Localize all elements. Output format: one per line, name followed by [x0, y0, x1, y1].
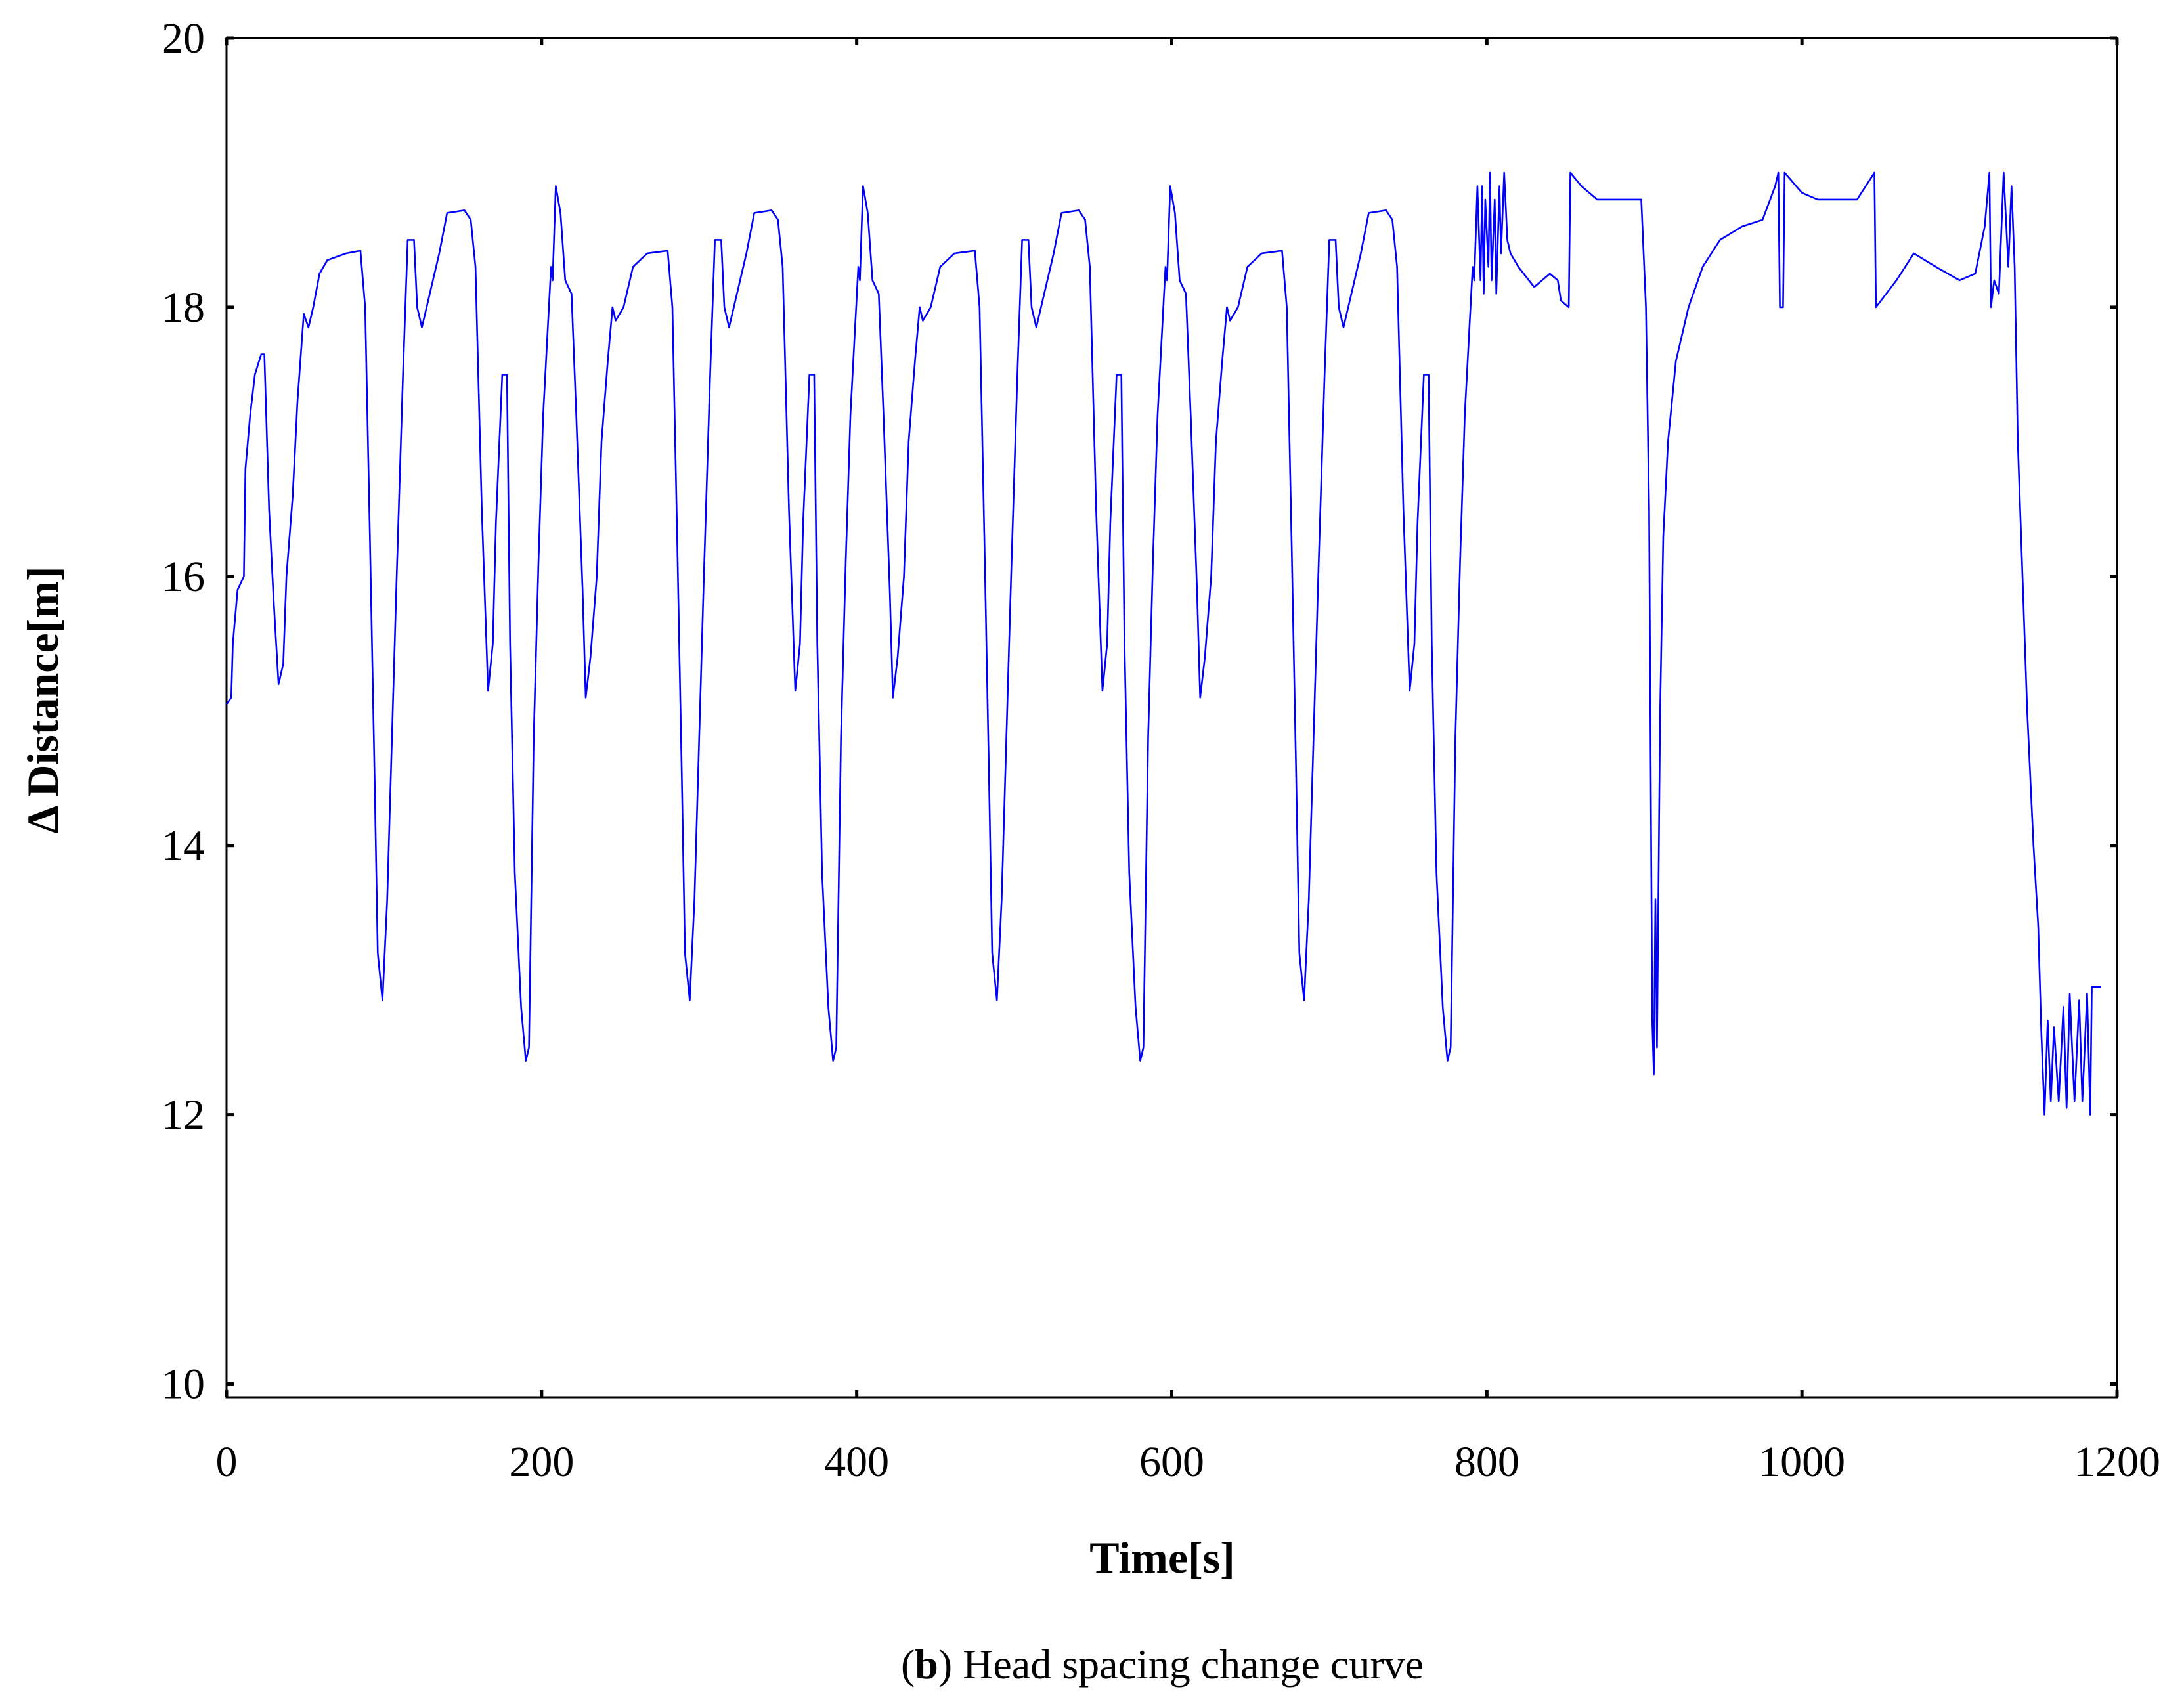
plot-frame [225, 37, 2118, 1399]
caption-label: b [915, 1641, 938, 1688]
y-tick-label: 14 [162, 822, 205, 870]
y-axis-title: Δ Distance[m] [18, 566, 68, 833]
x-tick-label: 800 [1454, 1438, 1519, 1486]
caption-open: ( [901, 1641, 915, 1688]
caption-text: ) Head spacing change curve [938, 1641, 1424, 1688]
y-tick-label: 16 [162, 553, 205, 601]
x-axis-title: Time[s] [1089, 1533, 1235, 1582]
x-tick-label: 600 [1139, 1438, 1204, 1486]
x-tick-label: 400 [824, 1438, 889, 1486]
caption: (b) Head spacing change curve [901, 1641, 1424, 1688]
y-tick-label: 20 [162, 14, 205, 62]
x-tick-label: 0 [216, 1438, 238, 1486]
data-line [225, 171, 2101, 1116]
y-tick-label: 10 [162, 1361, 205, 1408]
y-tick-label: 12 [162, 1091, 205, 1139]
x-tick-label: 200 [509, 1438, 574, 1486]
x-tick-label: 1200 [2074, 1438, 2160, 1486]
y-tick-label: 18 [162, 284, 205, 332]
x-tick-label: 1000 [1758, 1438, 1845, 1486]
